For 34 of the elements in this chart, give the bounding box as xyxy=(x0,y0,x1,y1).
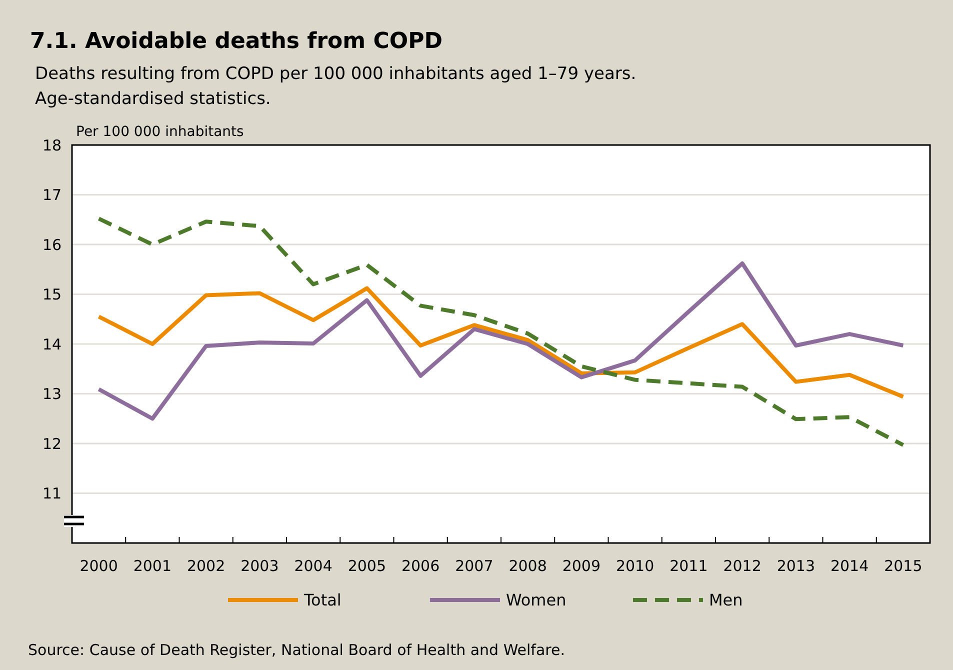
x-tick-label: 2001 xyxy=(133,557,172,575)
x-tick-label: 2002 xyxy=(186,557,226,575)
x-tick-label: 2012 xyxy=(723,557,762,575)
x-tick-label: 2006 xyxy=(401,557,440,575)
legend-label: Total xyxy=(303,590,342,610)
legend-label: Women xyxy=(506,590,566,610)
x-tick-label: 2007 xyxy=(455,557,494,575)
y-tick-label: 16 xyxy=(42,236,62,254)
line-series xyxy=(96,286,906,399)
x-tick-label: 2005 xyxy=(348,557,386,575)
y-tick-label: 17 xyxy=(42,186,62,204)
x-tick-label: 2011 xyxy=(670,557,708,575)
x-tick-label: 2000 xyxy=(80,557,118,575)
line-series xyxy=(96,216,906,447)
chart-subtitle: Deaths resulting from COPD per 100 000 inhabitants aged 1–79 years. Age-standardised statistics. xyxy=(35,64,636,109)
x-tick-label: 2003 xyxy=(240,557,279,575)
line-series xyxy=(96,261,906,421)
y-tick-label: 13 xyxy=(42,385,62,403)
x-tick-label: 2014 xyxy=(830,557,869,575)
y-tick-label: 15 xyxy=(42,286,62,304)
x-tick-label: 2004 xyxy=(294,557,332,575)
x-tick-label: 2008 xyxy=(508,557,547,575)
chart-title: 7.1. Avoidable deaths from COPD xyxy=(30,29,442,54)
legend-label: Men xyxy=(709,590,743,610)
source-note: Source: Cause of Death Register, National Board of Health and Welfare. xyxy=(28,641,565,659)
x-tick-label: 2010 xyxy=(616,557,654,575)
y-tick-label: 12 xyxy=(42,434,62,453)
y-tick-label: 11 xyxy=(42,484,62,502)
y-axis-title: Per 100 000 inhabitants xyxy=(76,124,244,140)
y-tick-label: 14 xyxy=(42,335,62,354)
x-tick-label: 2009 xyxy=(562,557,601,575)
x-tick-label: 2013 xyxy=(776,557,816,575)
y-tick-label: 18 xyxy=(42,136,62,154)
x-tick-label: 2015 xyxy=(884,557,922,575)
